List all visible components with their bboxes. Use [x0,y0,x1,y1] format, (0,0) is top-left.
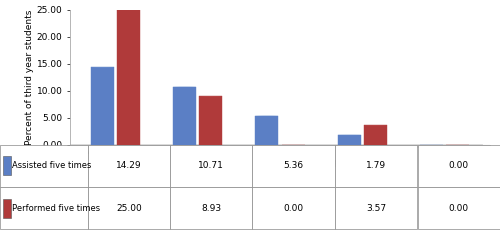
Ellipse shape [200,96,222,97]
Ellipse shape [117,9,140,10]
Text: 1.79: 1.79 [366,161,386,170]
Text: 5.36: 5.36 [284,161,304,170]
Bar [364,125,387,145]
Bar [200,96,222,145]
Bar [338,135,360,145]
Bar [117,10,140,145]
Text: 0.00: 0.00 [284,204,304,213]
Text: 3.57: 3.57 [366,204,386,213]
Text: 14.29: 14.29 [116,161,141,170]
Bar [88,145,170,187]
Text: 25.00: 25.00 [116,204,141,213]
Text: Assisted five times: Assisted five times [12,161,92,170]
Bar [418,145,500,187]
Ellipse shape [364,125,387,126]
Bar [252,187,335,229]
Bar [2,199,10,218]
Bar [418,187,500,229]
Ellipse shape [256,115,278,116]
Bar [335,187,417,229]
Text: 8.93: 8.93 [201,204,222,213]
Bar [252,145,335,187]
Bar [256,116,278,145]
Bar [88,187,170,229]
Bar [0,145,88,187]
FancyBboxPatch shape [70,144,482,147]
Text: 0.00: 0.00 [448,161,469,170]
Bar [173,87,196,145]
Bar [0,187,88,229]
Text: 10.71: 10.71 [198,161,224,170]
Bar [170,145,252,187]
Bar [90,67,114,145]
Y-axis label: Percent of third year students: Percent of third year students [24,9,34,145]
Bar [170,187,252,229]
Bar [335,145,417,187]
Bar [2,156,10,175]
Text: Performed five times: Performed five times [12,204,101,213]
Text: 0.00: 0.00 [448,204,469,213]
